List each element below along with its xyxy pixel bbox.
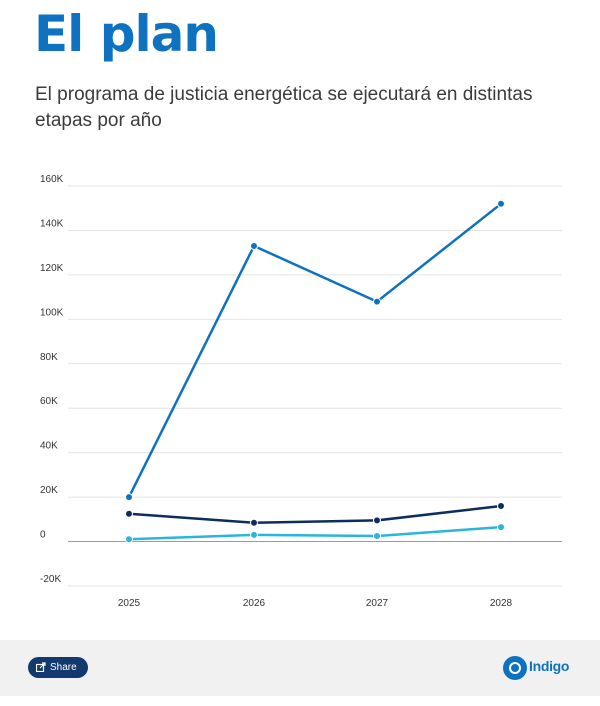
brand-logo[interactable]: Indigo [503,656,575,682]
data-point [373,297,381,306]
y-tick-label: 100K [40,307,64,318]
share-arrow-icon [36,662,46,672]
data-point [250,518,258,527]
data-point [250,530,258,539]
y-tick-label: -20K [40,574,61,585]
data-point [250,242,258,250]
x-tick-label: 2027 [366,598,389,609]
data-point [497,523,505,532]
indigo-circle-icon [503,656,527,680]
line-chart: -20K 0 20K 40K 60K 80K 100K 120K 140K 160K 2025 202… [40,174,562,609]
y-tick-label: 60K [40,396,58,407]
y-tick-label: 80K [40,352,58,363]
series-line [128,504,502,524]
y-tick-label: 140K [40,218,64,229]
series-line [127,202,502,498]
data-point [373,516,381,525]
data-point [125,493,133,502]
data-point [497,502,505,510]
y-tick-label: 160K [40,174,64,185]
x-tick-label: 2028 [490,598,513,609]
x-tick-label: 2026 [243,598,266,609]
data-point [373,532,381,540]
share-label: Share [50,662,77,673]
data-point [125,509,133,518]
y-tick-label: 40K [40,441,58,452]
page-subtitle: El programa de justicia energética se ej… [35,84,533,131]
data-point [125,535,133,544]
y-tick-label: 20K [40,485,58,496]
share-button[interactable]: Share [28,657,88,678]
y-tick-label: 120K [40,263,64,274]
series-line [128,525,502,541]
data-point [497,199,505,208]
x-tick-label: 2025 [118,598,141,609]
page-title: El plan [34,5,219,63]
footer-bar [0,640,600,696]
logo-text: Indigo [529,658,570,674]
y-tick-label: 0 [40,530,46,541]
